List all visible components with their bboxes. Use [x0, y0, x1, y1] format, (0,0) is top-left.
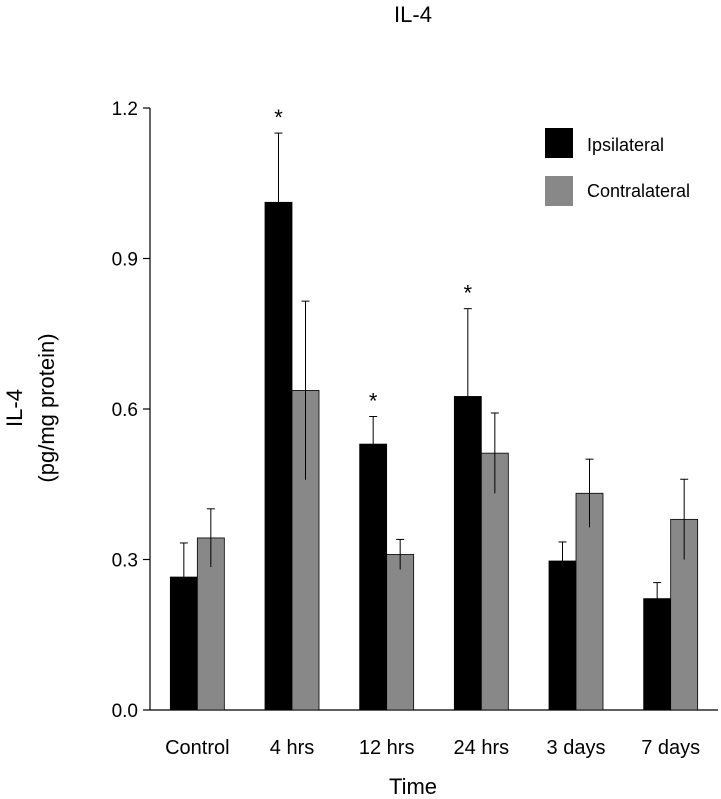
y-axis-label-line1: IL-4 [2, 389, 27, 427]
legend: Ipsilateral Contralateral [545, 128, 690, 206]
bars-group: * * * [169, 105, 699, 711]
y-tick-label: 0.3 [112, 551, 138, 572]
y-tick-label: 0.0 [112, 701, 138, 722]
legend-swatch-contralateral [545, 176, 573, 206]
x-axis-label: Time [389, 774, 437, 799]
significance-marker: * [274, 105, 283, 130]
x-category-label: 24 hrs [454, 737, 510, 759]
legend-label-contralateral: Contralateral [587, 181, 690, 201]
x-category-label: 7 days [641, 737, 700, 759]
bar-ipsilateral [264, 201, 293, 711]
bar-contralateral [386, 554, 415, 711]
x-category-label: 3 days [547, 737, 606, 759]
bar-ipsilateral [643, 598, 672, 711]
y-axis: 0.0 0.3 0.6 0.9 1.2 [112, 99, 151, 722]
y-tick-label: 1.2 [112, 99, 138, 120]
y-tick-label: 0.6 [112, 400, 138, 421]
x-category-label: 12 hrs [359, 737, 415, 759]
x-category-label: 4 hrs [270, 737, 314, 759]
significance-marker: * [369, 389, 378, 414]
chart-title: IL-4 [394, 2, 432, 27]
significance-marker: * [464, 281, 473, 306]
bar-ipsilateral [359, 443, 388, 711]
legend-swatch-ipsilateral [545, 128, 573, 158]
y-axis-label-group: IL-4 (pg/mg protein) [2, 333, 59, 482]
x-category-label: Control [165, 737, 229, 759]
legend-label-ipsilateral: Ipsilateral [587, 135, 664, 155]
y-axis-label-line2: (pg/mg protein) [34, 333, 59, 482]
bar-ipsilateral [548, 560, 577, 711]
y-tick-label: 0.9 [112, 250, 138, 271]
x-axis: Control 4 hrs 12 hrs 24 hrs 3 days 7 days [150, 709, 718, 759]
bar-contralateral [575, 492, 604, 711]
